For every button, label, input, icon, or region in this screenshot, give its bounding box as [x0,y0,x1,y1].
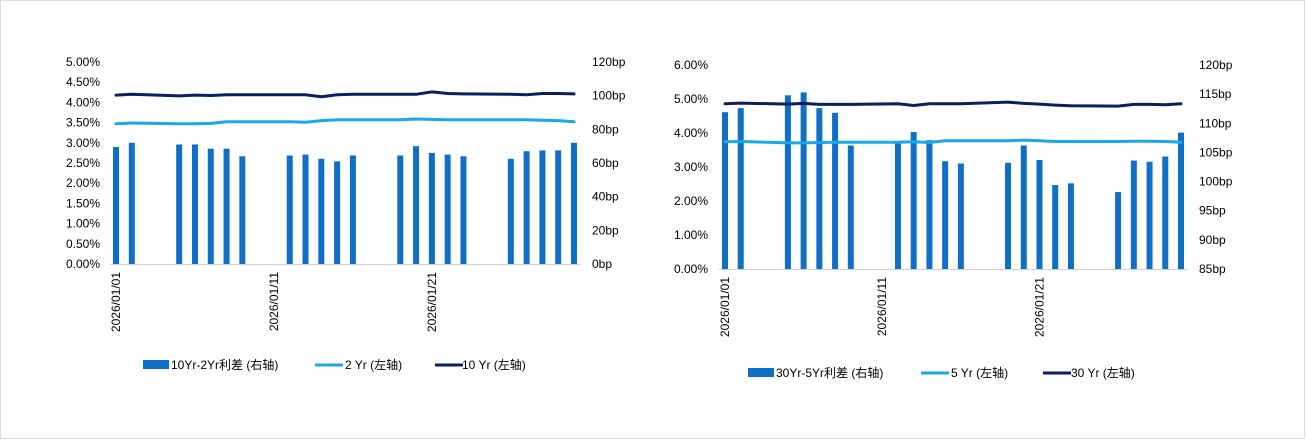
spread-bar [957,163,964,269]
spread-bar [910,132,917,269]
series-line-2 [114,90,576,99]
spread-bar [722,112,728,269]
spread-bar [128,142,135,264]
left-axis-tick-label: 1.00% [66,217,100,231]
series-line-1 [723,138,1183,145]
spread-bar [444,154,451,264]
legend-swatch-bar [748,368,774,377]
left-axis-tick-label: 3.00% [674,160,708,174]
spread-bar [523,151,530,264]
spread-bar [571,142,577,264]
spread-bar [1178,132,1184,269]
left-axis-tick-label: 0.50% [66,237,100,251]
chart-yield-10y-2y: 0.00% 0.50% 1.00% 1.50% 2.00% 2.50% 3.00% 3.50%… [66,55,626,372]
spread-bar [349,155,356,264]
spread-bar [539,150,546,264]
spread-bar [1162,156,1169,269]
left-axis-tick-label: 5.00% [66,55,100,69]
legend-label: 5 Yr (左轴) [951,365,1008,380]
spread-bar [318,158,325,264]
spread-bar [1036,160,1043,269]
spread-bar [413,146,420,264]
spread-bar [847,145,854,269]
spread-bar [894,141,901,269]
spread-bar [286,155,293,264]
right-axis-tick-label: 120bp [592,55,626,69]
left-axis-tick-label: 6.00% [674,58,708,72]
series-line-1 [114,117,576,126]
spread-bar [1146,161,1153,269]
left-axis-tick-label: 2.00% [66,176,100,190]
left-axis-tick-label: 5.00% [674,92,708,106]
spread-bar [737,108,744,269]
spread-bar [334,161,341,264]
spread-bar [223,148,230,264]
spread-bar [555,150,562,264]
spread-bar [207,148,214,264]
right-axis-tick-label: 80bp [592,122,619,136]
spread-bar [800,92,807,269]
spread-bar [113,147,119,264]
left-axis-tick-label: 4.00% [66,95,100,109]
right-axis-tick-label: 105bp [1199,145,1233,159]
spread-bar [176,144,183,264]
right-axis-tick-label: 90bp [1199,233,1226,247]
right-axis-tick-label: 115bp [1199,87,1232,101]
spread-bar [1020,145,1027,269]
left-axis-tick-label: 4.50% [66,75,100,89]
left-axis-tick-label: 2.50% [66,156,100,170]
x-axis-tick-label: 2026/01/21 [425,272,439,332]
legend-label: 10Yr-2Yr利差 (右轴) [171,357,278,372]
spread-bar [428,152,435,264]
spread-bar [1115,192,1122,269]
spread-bar [302,154,309,264]
right-axis-tick-label: 85bp [1199,262,1226,276]
spread-bar [397,155,404,264]
spread-bar [1130,160,1137,269]
right-axis-tick-label: 40bp [592,190,619,204]
spread-bar [191,144,198,264]
legend-label: 2 Yr (左轴) [345,357,402,372]
right-axis-tick-label: 110bp [1199,116,1232,130]
left-axis-tick-label: 3.50% [66,116,100,130]
right-axis-tick-label: 100bp [592,89,626,103]
left-axis-tick-label: 2.00% [674,194,708,208]
spread-bar [816,108,823,269]
legend-label: 30Yr-5Yr利差 (右轴) [776,365,883,380]
spread-bar [926,140,933,269]
spread-bar [1005,162,1012,269]
spread-bar [239,156,246,264]
spread-bar [784,95,791,270]
right-axis-tick-label: 60bp [592,156,619,170]
x-axis-tick-label: 2026/01/21 [1032,277,1046,337]
left-axis-tick-label: 4.00% [674,126,708,140]
spread-bar [1052,185,1059,269]
series-line-2 [723,100,1183,108]
left-axis-tick-label: 1.00% [674,228,708,242]
x-axis-tick-label: 2026/01/11 [875,277,889,336]
right-axis-tick-label: 20bp [592,223,619,237]
x-axis-tick-label: 2026/01/01 [718,277,732,337]
chart-yield-30y-5y: 0.00% 1.00% 2.00% 3.00% 4.00% 5.00% 6.00% 85bp 9… [674,58,1233,380]
legend-swatch-bar [143,360,169,369]
spread-bar [507,158,514,264]
spread-bar [832,112,839,270]
legend-label: 30 Yr (左轴) [1071,365,1135,380]
left-axis-tick-label: 0.00% [66,257,100,271]
left-axis-tick-label: 1.50% [66,196,100,210]
x-axis-tick-label: 2026/01/11 [267,272,281,331]
left-axis-tick-label: 0.00% [674,262,708,276]
right-axis-tick-label: 100bp [1199,175,1233,189]
x-axis-tick-label: 2026/01/01 [109,272,123,332]
right-axis-tick-label: 95bp [1199,204,1226,218]
spread-bar [942,161,949,269]
spread-bar [1067,183,1074,269]
spread-bar [460,156,467,264]
right-axis-tick-label: 0bp [592,257,612,271]
legend-label: 10 Yr (左轴) [462,357,526,372]
right-axis-tick-label: 120bp [1199,58,1233,72]
left-axis-tick-label: 3.00% [66,136,100,150]
